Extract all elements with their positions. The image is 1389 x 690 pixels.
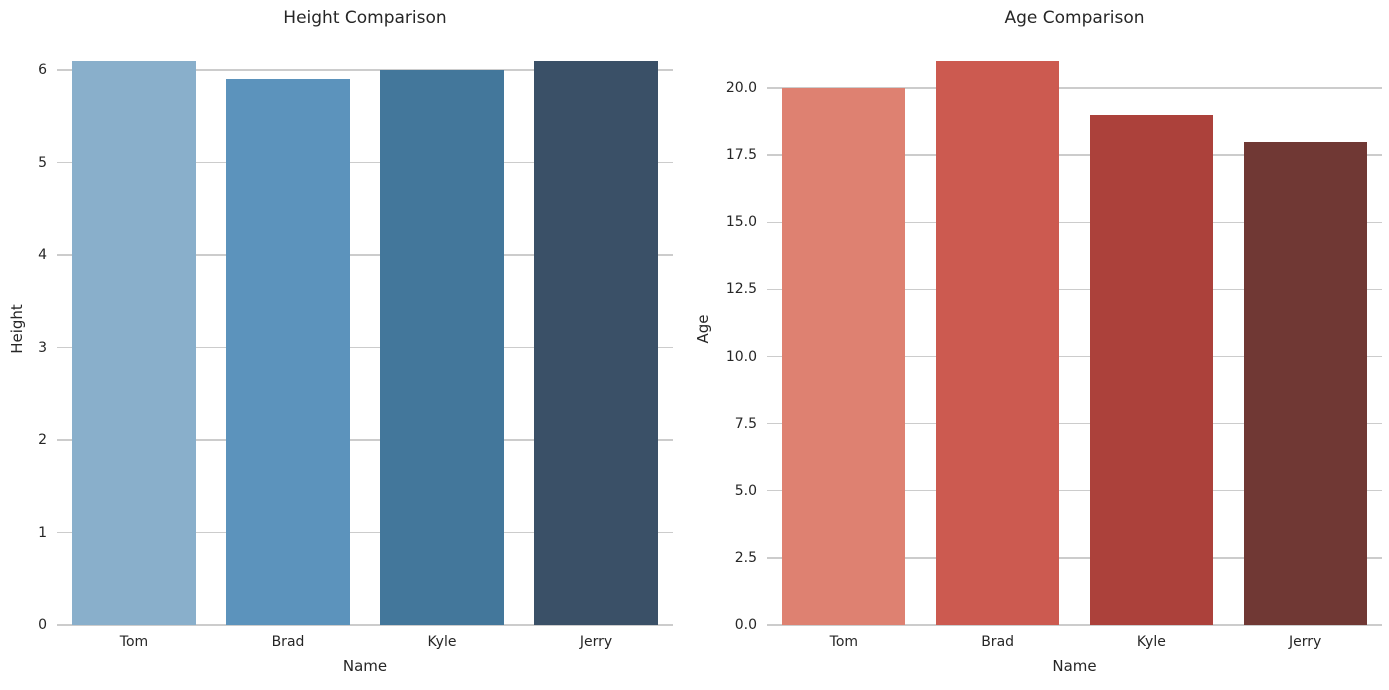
age-chart-ytick-label: 10.0 [725,348,757,365]
bar-jerry [1243,141,1367,625]
height-chart-ytick-label: 4 [38,247,47,263]
gridline [767,288,1382,291]
gridline [767,422,1382,425]
height-chart-ytick-label: 0 [38,617,47,633]
gridline [767,221,1382,223]
age-chart-xtick-label: Kyle [1136,634,1166,650]
bar-kyle [380,70,504,625]
height-chart-xtick-label: Tom [119,634,149,650]
bar-kyle [1089,114,1213,625]
bar-tom [72,60,196,625]
gridline [57,624,673,626]
gridline [767,557,1382,559]
age-chart-ytick-label: 15.0 [725,214,757,231]
age-chart-ytick-label: 17.5 [725,147,757,164]
age-chart-ytick-label: 12.5 [725,281,757,298]
gridline [57,439,673,441]
gridline [767,154,1382,156]
age-chart-ytick-label: 5.0 [734,482,757,499]
age-chart-xtick-label: Tom [829,634,859,650]
height-chart-plot-area [57,33,673,626]
height-chart-xtick-label: Kyle [427,634,457,650]
gridline [57,254,673,256]
gridline [767,87,1382,89]
height-chart-x-axis-label: Name [342,657,388,675]
gridline [767,355,1382,358]
height-chart-title: Height Comparison [283,8,447,28]
height-chart-xtick-label: Brad [271,634,305,650]
gridline [57,346,673,349]
gridline [57,531,673,534]
gridline [767,490,1382,492]
age-chart-plot-area [767,33,1382,626]
age-chart-y-axis-label: Age [694,314,712,344]
age-chart-xtick-label: Brad [981,634,1015,650]
bar-brad [936,61,1060,625]
height-chart-ytick-label: 1 [38,524,47,541]
gridline [767,624,1382,626]
height-chart-ytick-label: 6 [38,62,47,78]
height-chart-ytick-label: 2 [38,432,47,448]
height-chart-ytick-label: 5 [38,154,47,171]
height-chart-ytick-label: 3 [38,339,47,356]
bar-tom [782,88,906,625]
gridline [57,69,673,71]
age-chart-x-axis-label: Name [1052,657,1097,675]
age-chart-ytick-label: 7.5 [734,415,757,432]
bar-brad [226,79,350,625]
age-chart-ytick-label: 20.0 [725,80,757,97]
gridline [57,161,673,164]
age-chart-title: Age Comparison [1004,8,1145,28]
age-chart-ytick-label: 2.5 [734,549,757,566]
age-chart-xtick-label: Jerry [1288,634,1322,650]
age-chart-ytick-label: 0.0 [734,617,757,633]
height-chart-xtick-label: Jerry [579,634,613,650]
bar-jerry [534,60,658,625]
